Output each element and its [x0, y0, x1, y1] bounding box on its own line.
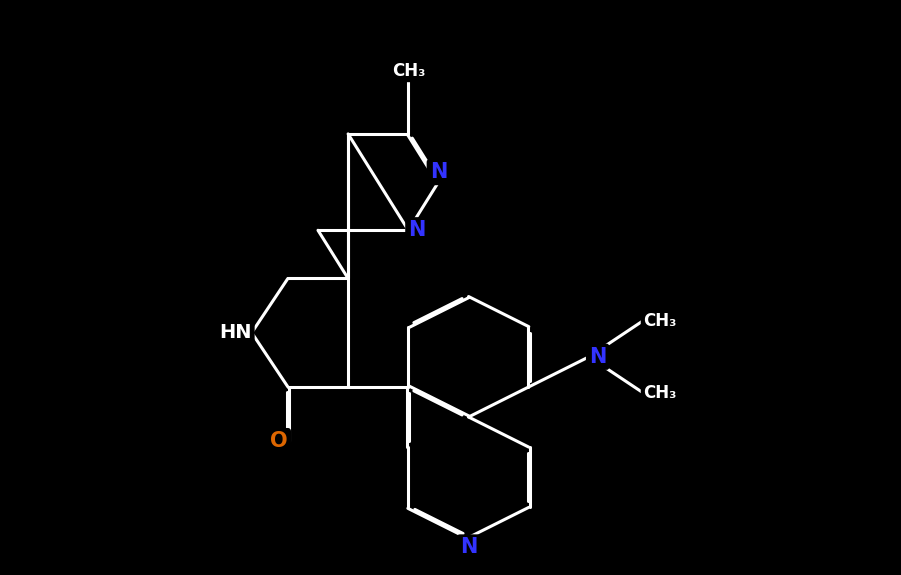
Text: N: N	[589, 347, 606, 367]
Text: N: N	[430, 162, 447, 182]
Text: CH₃: CH₃	[643, 312, 677, 329]
Text: O: O	[270, 431, 287, 451]
Text: N: N	[408, 220, 425, 240]
Text: CH₃: CH₃	[643, 384, 677, 402]
Text: CH₃: CH₃	[392, 62, 425, 80]
Text: HN: HN	[219, 323, 251, 342]
Text: N: N	[460, 538, 478, 558]
